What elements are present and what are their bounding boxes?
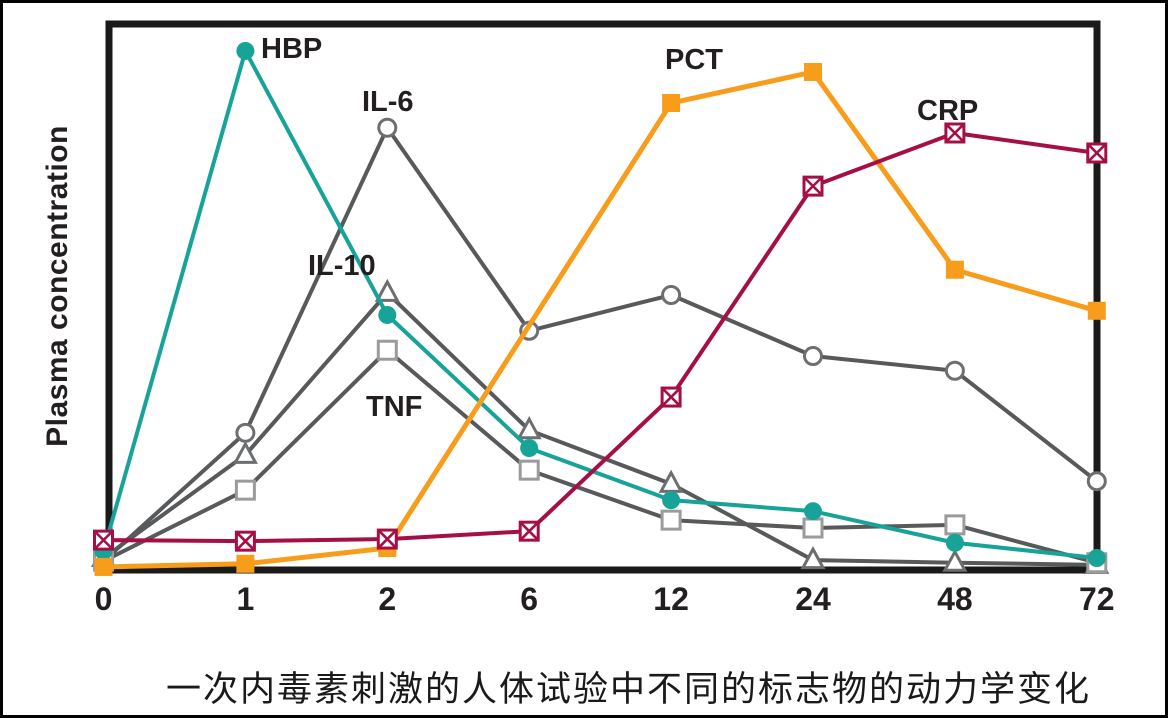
series-line-il-10 <box>101 290 1099 567</box>
filled-square-marker <box>1087 301 1106 320</box>
filled-square-marker <box>945 260 964 279</box>
crossed-square-marker <box>93 529 114 551</box>
open-square-marker <box>660 509 682 531</box>
filled-square-marker <box>662 94 681 113</box>
filled-circle-marker <box>378 305 397 324</box>
crossed-square-marker <box>660 386 682 408</box>
crossed-square-marker <box>518 520 540 542</box>
open-circle-marker <box>944 360 965 381</box>
x-tick-label-24: 24 <box>795 581 831 617</box>
filled-square-marker <box>236 554 255 573</box>
filled-square-marker <box>804 62 822 81</box>
series-layer <box>90 41 1110 576</box>
series-line-tnf <box>101 348 1099 565</box>
series-label-il10: IL-10 <box>308 250 376 282</box>
crossed-square-marker <box>802 175 824 197</box>
filled-circle-marker <box>804 502 822 521</box>
series-label-pct: PCT <box>665 44 723 76</box>
open-square-marker <box>376 339 398 361</box>
open-circle-marker <box>235 422 256 443</box>
open-square-marker <box>518 459 540 481</box>
series-crp <box>93 122 1108 552</box>
filled-circle-marker <box>662 491 681 510</box>
series-line-crp <box>101 130 1099 544</box>
x-tick-label-48: 48 <box>937 581 973 617</box>
open-circle-marker <box>661 285 682 306</box>
open-circle-marker <box>1086 471 1107 492</box>
x-tick-label-0: 0 <box>94 581 113 617</box>
open-triangle-marker <box>942 548 968 572</box>
series-label-tnf: TNF <box>366 391 423 423</box>
x-tick-label-72: 72 <box>1079 581 1115 617</box>
filled-circle-marker <box>1087 549 1106 568</box>
line-chart-canvas <box>90 20 1110 576</box>
filled-circle-marker <box>236 41 255 60</box>
series-line-hbp <box>101 48 1099 561</box>
series-label-il6: IL-6 <box>362 86 414 118</box>
y-axis-label: Plasma concentration <box>41 125 74 447</box>
open-triangle-marker <box>374 278 400 302</box>
x-tick-label-1: 1 <box>236 581 255 617</box>
x-tick-label-12: 12 <box>653 581 689 617</box>
open-square-marker <box>944 514 966 536</box>
open-square-marker <box>802 517 824 539</box>
series-label-hbp: HBP <box>261 33 323 65</box>
series-line-il-6 <box>101 125 1099 564</box>
crossed-square-marker <box>234 530 256 552</box>
open-triangle-marker <box>516 416 542 440</box>
x-tick-label-2: 2 <box>378 581 397 617</box>
crossed-square-marker <box>1086 142 1108 164</box>
filled-circle-marker <box>945 533 964 552</box>
open-circle-marker <box>377 117 398 138</box>
filled-square-marker <box>94 557 113 576</box>
open-triangle-marker <box>800 545 826 570</box>
filled-circle-marker <box>520 439 539 458</box>
open-triangle-marker <box>232 440 258 464</box>
open-circle-marker <box>803 346 823 367</box>
series-il-6 <box>93 117 1107 572</box>
series-label-crp: CRP <box>917 95 979 127</box>
figure-caption: 一次内毒素刺激的人体试验中不同的标志物的动力学变化 <box>166 670 1092 709</box>
crossed-square-marker <box>376 528 398 550</box>
plot-border <box>105 20 1101 574</box>
open-square-marker <box>234 479 256 501</box>
x-tick-label-6: 6 <box>520 581 539 617</box>
crossed-square-marker <box>944 122 966 144</box>
